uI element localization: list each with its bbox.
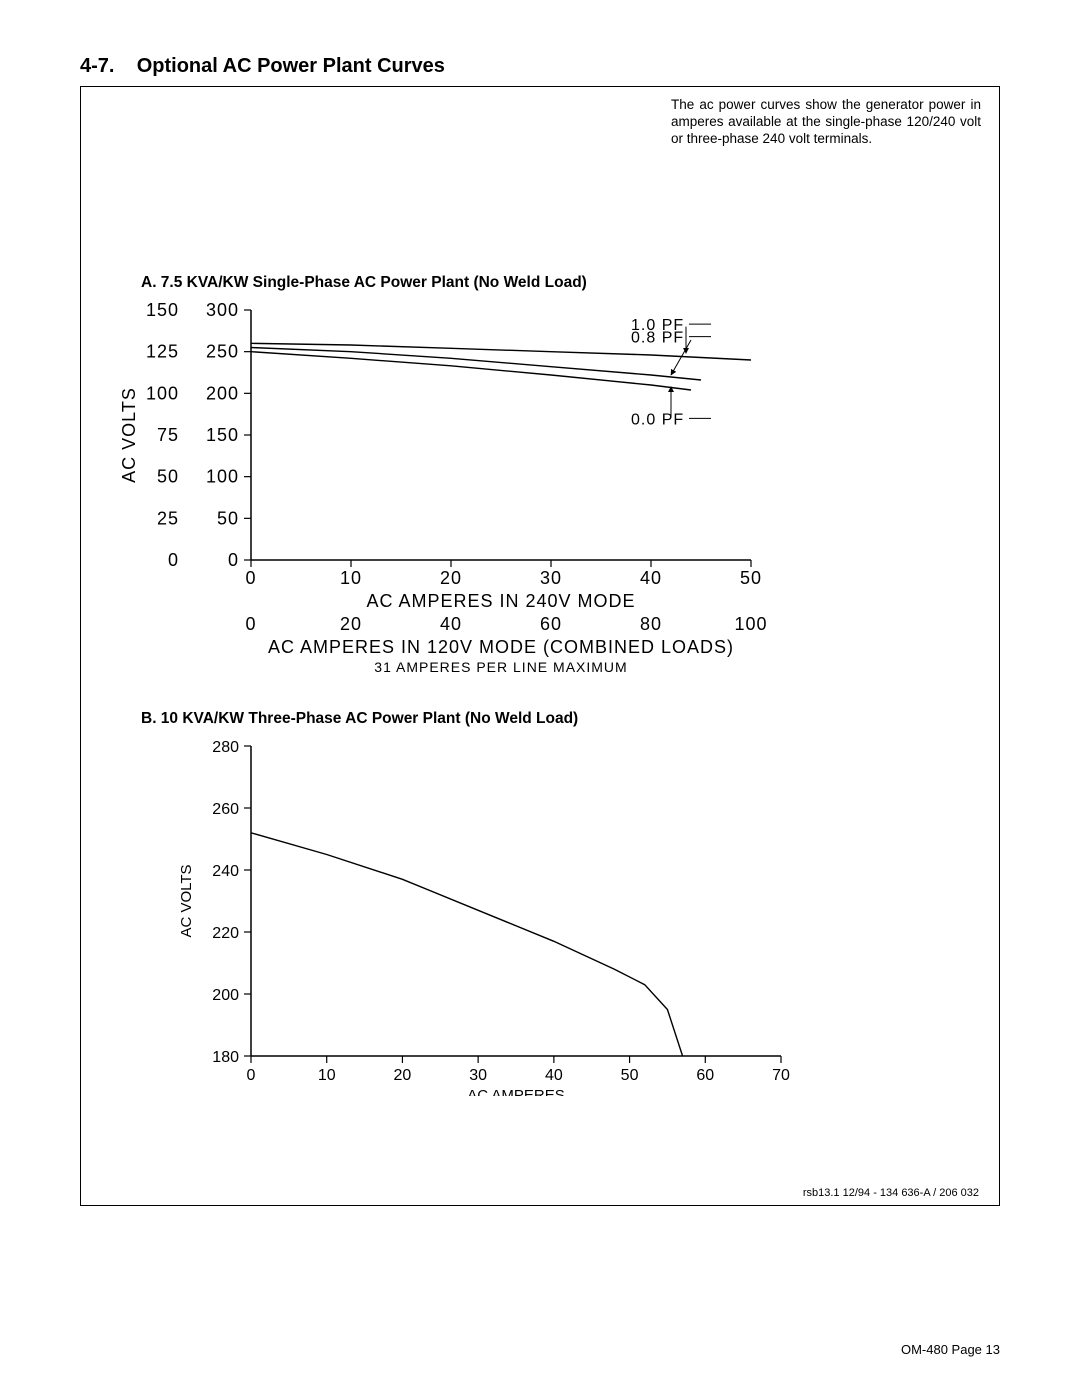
svg-text:0: 0 bbox=[228, 550, 239, 570]
chart-a-title: A. 7.5 KVA/KW Single-Phase AC Power Plan… bbox=[141, 274, 979, 292]
svg-text:100: 100 bbox=[206, 467, 239, 487]
svg-text:AC AMPERES IN 240V MODE: AC AMPERES IN 240V MODE bbox=[366, 591, 635, 611]
section-heading: 4-7. Optional AC Power Plant Curves bbox=[80, 55, 1000, 78]
svg-text:0: 0 bbox=[247, 1067, 256, 1084]
svg-text:280: 280 bbox=[212, 739, 239, 756]
svg-text:100: 100 bbox=[146, 383, 179, 403]
svg-text:50: 50 bbox=[217, 508, 239, 528]
figure-frame: The ac power curves show the generator p… bbox=[80, 86, 1000, 1206]
chart-a-svg: 0025505010075150100200125250150300010203… bbox=[121, 300, 841, 690]
section-title-text: Optional AC Power Plant Curves bbox=[137, 55, 445, 77]
svg-text:40: 40 bbox=[440, 614, 462, 634]
svg-text:260: 260 bbox=[212, 801, 239, 818]
svg-text:0: 0 bbox=[245, 568, 256, 588]
svg-text:50: 50 bbox=[740, 568, 762, 588]
svg-text:50: 50 bbox=[621, 1067, 639, 1084]
svg-text:70: 70 bbox=[772, 1067, 790, 1084]
svg-text:20: 20 bbox=[394, 1067, 412, 1084]
svg-text:220: 220 bbox=[212, 925, 239, 942]
svg-text:0: 0 bbox=[245, 614, 256, 634]
svg-text:240: 240 bbox=[212, 863, 239, 880]
svg-text:0: 0 bbox=[168, 550, 179, 570]
page-footer: OM-480 Page 13 bbox=[901, 1342, 1000, 1357]
svg-text:80: 80 bbox=[640, 614, 662, 634]
svg-text:60: 60 bbox=[540, 614, 562, 634]
svg-text:150: 150 bbox=[146, 300, 179, 320]
chart-b-title: B. 10 KVA/KW Three-Phase AC Power Plant … bbox=[141, 710, 979, 728]
svg-text:30: 30 bbox=[540, 568, 562, 588]
svg-text:40: 40 bbox=[640, 568, 662, 588]
chart-a: 0025505010075150100200125250150300010203… bbox=[121, 300, 979, 690]
svg-text:0.0 PF: 0.0 PF bbox=[631, 411, 684, 428]
svg-text:25: 25 bbox=[157, 508, 179, 528]
svg-text:180: 180 bbox=[212, 1049, 239, 1066]
svg-text:150: 150 bbox=[206, 425, 239, 445]
svg-text:200: 200 bbox=[212, 987, 239, 1004]
chart-b: 180 200 220 240 260 280 0 10 20 30 40 50 60 70 AC AMPE… bbox=[121, 736, 979, 1096]
section-number: 4-7. bbox=[80, 55, 114, 77]
svg-text:20: 20 bbox=[440, 568, 462, 588]
svg-text:100: 100 bbox=[734, 614, 767, 634]
svg-text:10: 10 bbox=[340, 568, 362, 588]
svg-text:75: 75 bbox=[157, 425, 179, 445]
svg-text:AC AMPERES IN 120V MODE (COMBI: AC AMPERES IN 120V MODE (COMBINED LOADS) bbox=[268, 637, 734, 657]
svg-text:AC VOLTS: AC VOLTS bbox=[178, 864, 195, 937]
svg-text:20: 20 bbox=[340, 614, 362, 634]
page-container: 4-7. Optional AC Power Plant Curves The … bbox=[0, 0, 1080, 1397]
svg-text:50: 50 bbox=[157, 467, 179, 487]
svg-text:AC VOLTS: AC VOLTS bbox=[121, 387, 139, 483]
svg-text:250: 250 bbox=[206, 342, 239, 362]
intro-note: The ac power curves show the generator p… bbox=[671, 97, 981, 148]
chart-b-svg: 180 200 220 240 260 280 0 10 20 30 40 50 60 70 AC AMPE… bbox=[121, 736, 841, 1096]
svg-text:60: 60 bbox=[696, 1067, 714, 1084]
svg-text:300: 300 bbox=[206, 300, 239, 320]
svg-text:200: 200 bbox=[206, 383, 239, 403]
svg-text:30: 30 bbox=[469, 1067, 487, 1084]
svg-text:10: 10 bbox=[318, 1067, 336, 1084]
document-reference: rsb13.1 12/94 - 134 636-A / 206 032 bbox=[803, 1187, 979, 1199]
svg-text:AC AMPERES: AC AMPERES bbox=[467, 1087, 565, 1096]
svg-text:40: 40 bbox=[545, 1067, 563, 1084]
svg-text:31 AMPERES PER LINE MAXIMUM: 31 AMPERES PER LINE MAXIMUM bbox=[374, 659, 627, 675]
svg-text:0.8 PF: 0.8 PF bbox=[631, 330, 684, 347]
svg-text:125: 125 bbox=[146, 342, 179, 362]
